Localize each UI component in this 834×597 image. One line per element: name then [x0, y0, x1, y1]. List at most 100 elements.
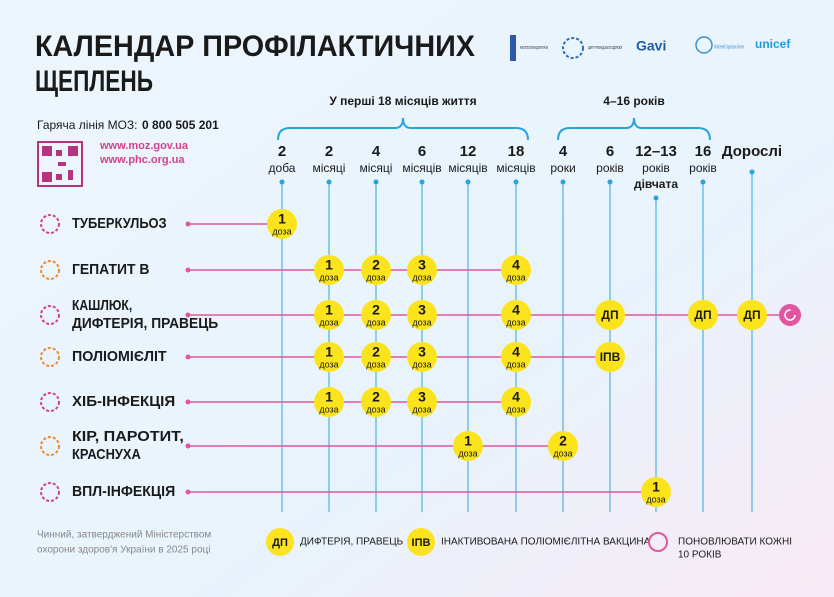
dose-label: 1 — [325, 257, 333, 273]
column-dot — [749, 169, 755, 175]
dose-circle — [407, 255, 437, 285]
legend-text: ДИФТЕРІЯ, ПРАВЕЦЬ — [300, 537, 404, 548]
dose-circle — [501, 255, 531, 285]
footer-text: Чинний, затверджений Міністерством — [37, 530, 211, 541]
row-dot — [185, 399, 191, 405]
disease-icon — [40, 305, 60, 325]
dose-label: 1 — [325, 389, 333, 405]
legend-symbol-label: ІПВ — [412, 537, 431, 549]
dose-unit: доза — [506, 359, 525, 369]
column-age: 12–13 — [635, 143, 677, 160]
dose-label: 1 — [652, 479, 660, 495]
disease-name: ГЕПАТИТ В — [72, 261, 150, 278]
column-unit: років — [689, 161, 717, 175]
dose-unit: доза — [553, 448, 572, 458]
dose-circle — [314, 300, 344, 330]
column-age: Дорослі — [722, 143, 782, 160]
dose-unit: доза — [506, 272, 525, 282]
dose-circle — [361, 342, 391, 372]
dose-label: 2 — [372, 344, 380, 360]
row-dot — [185, 489, 191, 495]
column-unit: років — [596, 161, 624, 175]
logo-text: МІНІСТЕРСТВО ОХОРОНИ ЗДОРОВ'Я УКРАЇНИ — [520, 44, 548, 50]
row-dot — [185, 443, 191, 449]
dose-circle — [501, 300, 531, 330]
link[interactable]: www.phc.org.ua — [99, 154, 185, 166]
dose-unit: доза — [412, 272, 431, 282]
dose-circle — [407, 342, 437, 372]
dose-unit: доза — [412, 404, 431, 414]
dose-unit: доза — [506, 317, 525, 327]
column-dot — [465, 179, 471, 185]
hotline-number: 0 800 505 201 — [142, 118, 219, 132]
row-dot — [185, 354, 191, 360]
column-dot — [326, 179, 332, 185]
disease-name: ТУБЕРКУЛЬОЗ — [72, 215, 167, 232]
dose-label: ДП — [694, 308, 711, 322]
dose-circle — [595, 342, 625, 372]
dose-circle — [407, 300, 437, 330]
dose-label: 4 — [512, 302, 520, 318]
dose-circle — [361, 255, 391, 285]
disease-name: КІР, ПАРОТИТ, — [72, 428, 184, 445]
legend-symbol — [266, 528, 294, 556]
logo-text: World Health Organization Ukraine — [714, 44, 744, 50]
group-label: 4–16 років — [603, 94, 664, 108]
column-unit: місяці — [360, 161, 393, 175]
dose-label: 2 — [372, 302, 380, 318]
dose-unit: доза — [366, 359, 385, 369]
dose-unit: доза — [319, 359, 338, 369]
dose-label: 3 — [418, 389, 426, 405]
column-unit: місяців — [448, 161, 487, 175]
footer-text: охорони здоров'я України в 2025 році — [37, 545, 210, 556]
disease-name: КРАСНУХА — [72, 446, 141, 463]
column-age: 2 — [278, 143, 286, 160]
dose-circle — [501, 342, 531, 372]
legend-text: 10 РОКІВ — [678, 550, 722, 561]
dose-circle — [314, 342, 344, 372]
dose-label: ДП — [601, 308, 618, 322]
column-unit: місяці — [313, 161, 346, 175]
column-dot — [513, 179, 519, 185]
dose-circle — [361, 300, 391, 330]
schedule: У перші 18 місяців життя 4–16 років2доба2… — [40, 94, 801, 561]
dose-label: 1 — [325, 344, 333, 360]
dose-label: 4 — [512, 389, 520, 405]
disease-icon — [40, 214, 60, 234]
dose-label: 3 — [418, 302, 426, 318]
group-brace — [557, 117, 711, 141]
legend-symbol-label: ДП — [272, 537, 288, 549]
logo-text: unicef — [755, 37, 791, 51]
column-age: 4 — [559, 143, 568, 160]
dose-circle — [267, 209, 297, 239]
group-label: У перші 18 місяців життя — [329, 94, 476, 108]
legend-text: ПОНОВЛЮВАТИ КОЖНІ — [678, 537, 792, 548]
dose-unit: доза — [319, 404, 338, 414]
disease-name: ВПЛ-ІНФЕКЦІЯ — [72, 483, 175, 500]
row-dot — [185, 221, 191, 227]
dose-unit: доза — [506, 404, 525, 414]
row-dot — [185, 267, 191, 273]
dose-label: ІПВ — [600, 350, 621, 364]
column-age: 16 — [695, 143, 712, 160]
dose-circle — [407, 387, 437, 417]
dose-label: 1 — [464, 433, 472, 449]
link[interactable]: www.moz.gov.ua — [99, 140, 189, 152]
dose-circle — [453, 431, 483, 461]
dose-unit: доза — [366, 404, 385, 414]
dose-label: 2 — [372, 257, 380, 273]
disease-name: ХІБ-ІНФЕКЦІЯ — [72, 393, 175, 410]
dose-circle — [314, 255, 344, 285]
column-age: 12 — [460, 143, 477, 160]
column-dot — [279, 179, 285, 185]
dose-unit: доза — [272, 226, 291, 236]
dose-unit: доза — [319, 272, 338, 282]
column-unit: місяців — [496, 161, 535, 175]
column-dot — [560, 179, 566, 185]
dose-circle — [548, 431, 578, 461]
disease-icon — [40, 436, 60, 456]
dose-circle — [595, 300, 625, 330]
column-age: 6 — [606, 143, 614, 160]
dose-unit: доза — [412, 317, 431, 327]
